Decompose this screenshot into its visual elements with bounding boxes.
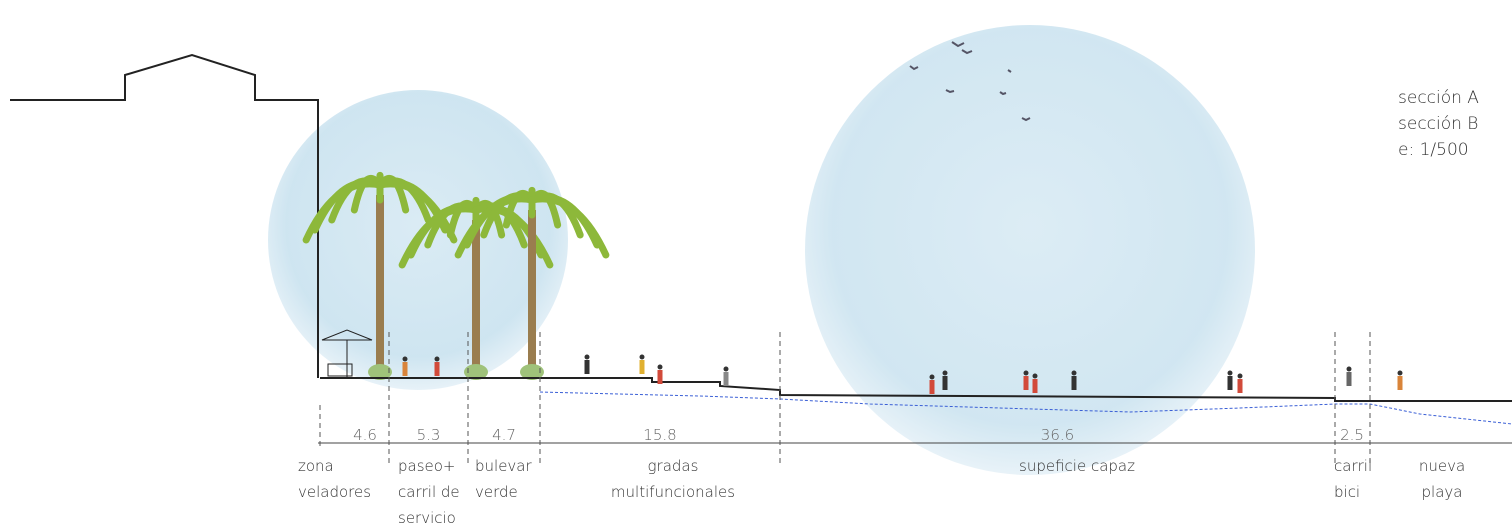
bush	[464, 364, 488, 380]
person-body	[639, 360, 645, 374]
person-body	[1227, 376, 1233, 390]
person-body	[929, 380, 935, 394]
zone-label: zona	[298, 457, 334, 475]
palm-trunk	[472, 220, 480, 378]
zone-label: playa	[1422, 483, 1463, 501]
person-head	[929, 374, 935, 380]
building-outline	[10, 53, 319, 378]
person-head	[1237, 373, 1243, 379]
birds	[909, 41, 1031, 122]
palm-frond	[528, 195, 610, 259]
person-head	[639, 354, 645, 360]
person-head	[584, 354, 590, 360]
legend: sección A sección B e: 1/500	[1398, 88, 1479, 160]
person-body	[1237, 379, 1243, 393]
person-body	[942, 376, 948, 390]
person-body	[402, 362, 408, 376]
bush	[368, 364, 392, 380]
dimension-label: 15.8	[643, 426, 676, 444]
person-head	[723, 366, 729, 372]
legend-text: e: 1/500	[1398, 140, 1469, 160]
zone-label: bulevar	[475, 457, 532, 475]
sky-circle	[805, 25, 1255, 475]
person-body	[1032, 379, 1038, 393]
zone-label: carril	[1334, 457, 1372, 475]
zone-label: gradas	[648, 457, 699, 475]
person-body	[1071, 376, 1077, 390]
legend-text: sección B	[1398, 114, 1478, 134]
zone-label: paseo+	[398, 457, 456, 475]
person-body	[584, 360, 590, 374]
person-head	[1397, 370, 1403, 376]
zones: 4.6 zona veladores 5.3 paseo+ carril de servic…	[298, 332, 1465, 527]
person-head	[1227, 370, 1233, 376]
zone-label: bici	[1334, 483, 1360, 501]
person-body	[1346, 372, 1352, 386]
person-body	[657, 370, 663, 384]
zone-label: verde	[475, 483, 518, 501]
zone-label: carril de	[398, 483, 460, 501]
person-head	[1071, 370, 1077, 376]
zone-label: multifuncionales	[611, 483, 735, 501]
dimension-label: 36.6	[1041, 426, 1074, 444]
palms	[302, 171, 610, 380]
person-head	[1346, 366, 1352, 372]
person-body	[434, 362, 440, 376]
zone-label: nueva	[1419, 457, 1465, 475]
palm-frond	[376, 180, 458, 244]
dimension-label: 5.3	[417, 426, 441, 444]
dimension-label: 4.7	[492, 426, 516, 444]
bush	[520, 364, 544, 380]
person-body	[1023, 376, 1029, 390]
person-head	[942, 370, 948, 376]
dimension-label: 4.6	[353, 426, 377, 444]
zone-label: servicio	[398, 509, 456, 527]
person-head	[1032, 373, 1038, 379]
zone-label: supeficie capaz	[1019, 457, 1135, 475]
palm-trunk	[376, 195, 384, 378]
person-head	[657, 364, 663, 370]
person-head	[434, 356, 440, 362]
water-line	[539, 391, 1512, 425]
palm-trunk	[528, 210, 536, 378]
person-body	[723, 372, 729, 386]
umbrella	[321, 329, 373, 378]
person-head	[1023, 370, 1029, 376]
person-body	[1397, 376, 1403, 390]
palm-frond	[472, 205, 554, 269]
person-head	[402, 356, 408, 362]
legend-text: sección A	[1398, 88, 1479, 108]
people	[402, 354, 1403, 394]
zone-label: veladores	[298, 483, 371, 501]
dimension-label: 2.5	[1340, 426, 1364, 444]
